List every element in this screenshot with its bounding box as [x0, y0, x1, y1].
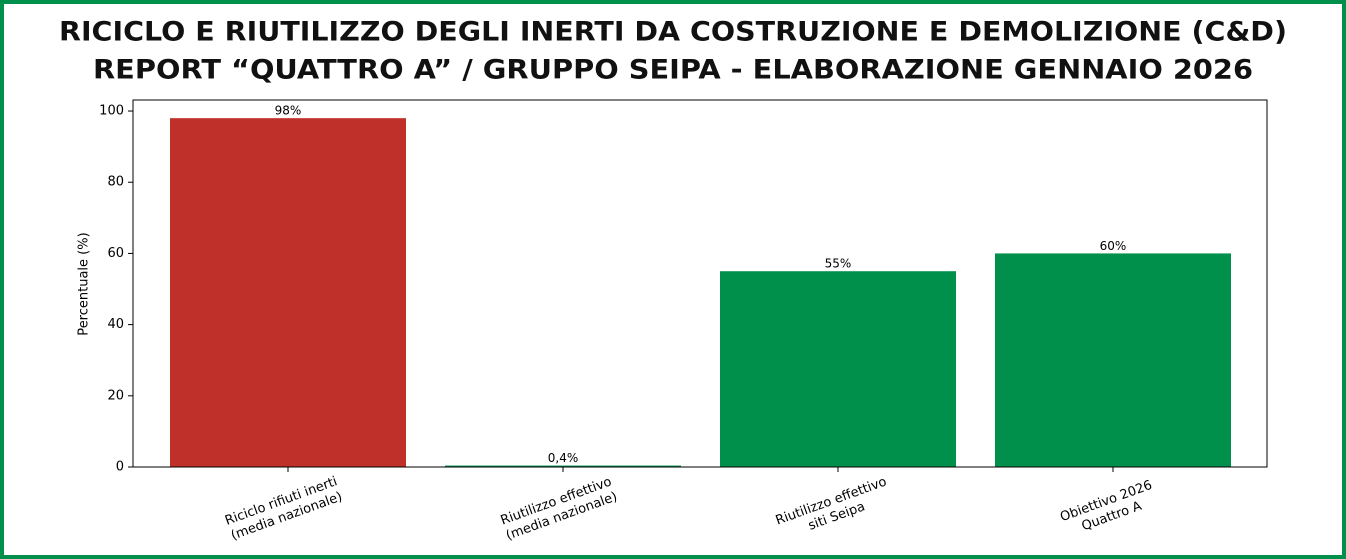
- chart-title: RICICLO E RIUTILIZZO DEGLI INERTI DA COS…: [59, 17, 1287, 48]
- plot-frame: [132, 99, 1268, 468]
- value-label: 0,4%: [548, 451, 579, 465]
- y-tick-label: 0: [116, 460, 124, 475]
- bar: [995, 253, 1231, 467]
- value-label: 55%: [825, 257, 852, 271]
- y-tick-label: 20: [107, 388, 124, 403]
- y-tick-label: 100: [99, 104, 124, 119]
- bar: [445, 465, 681, 467]
- bar: [170, 118, 406, 467]
- y-tick-label: 80: [107, 175, 124, 190]
- y-axis-label: Percentuale (%): [77, 232, 92, 335]
- chart-subtitle: REPORT “QUATTRO A” / GRUPPO SEIPA - ELAB…: [93, 55, 1253, 86]
- bar: [720, 271, 956, 467]
- value-label: 98%: [275, 104, 302, 118]
- y-tick-label: 40: [107, 317, 124, 332]
- y-tick-label: 60: [107, 246, 124, 261]
- value-label: 60%: [1100, 239, 1127, 253]
